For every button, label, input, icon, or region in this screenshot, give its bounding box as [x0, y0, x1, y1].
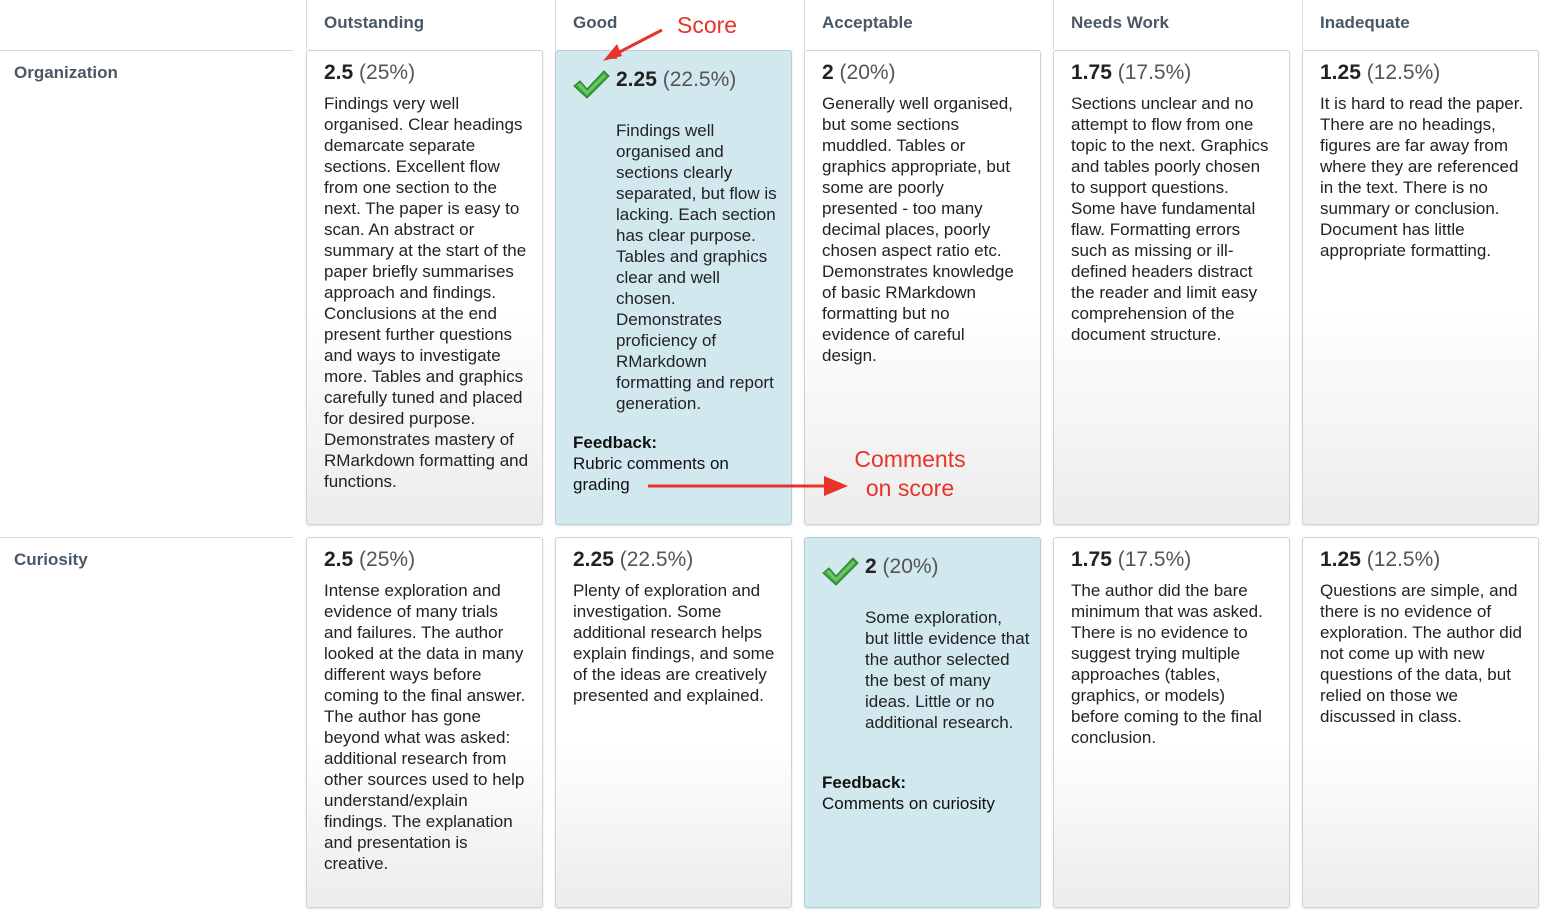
rating-percent: (22.5%) — [619, 548, 694, 571]
column-label: Good — [573, 13, 618, 32]
checkmark-icon — [573, 70, 610, 99]
rating-points: 2.25 — [616, 68, 657, 91]
rating-score: 2.5 (25%) — [324, 548, 415, 572]
column-label: Inadequate — [1320, 13, 1410, 32]
rating-points: 2.25 — [573, 548, 614, 571]
rating-score: 2 (20%) — [822, 61, 896, 85]
rating-percent: (25%) — [359, 61, 416, 84]
rating-points: 2 — [865, 555, 877, 578]
rating-percent: (12.5%) — [1366, 61, 1441, 84]
rating-points: 1.25 — [1320, 61, 1361, 84]
feedback-section: Feedback: Rubric comments on grading — [573, 432, 773, 495]
rating-points: 1.25 — [1320, 548, 1361, 571]
annotation-score: Score — [677, 12, 738, 38]
rating-points: 2 — [822, 61, 834, 84]
rating-score: 1.75 (17.5%) — [1071, 548, 1191, 572]
rating-cell-curiosity-outstanding[interactable]: 2.5 (25%) Intense exploration and eviden… — [306, 537, 543, 908]
column-label: Needs Work — [1071, 13, 1169, 32]
rating-description: The author did the bare minimum that was… — [1071, 581, 1263, 747]
rating-points: 1.75 — [1071, 548, 1112, 571]
rating-description: It is hard to read the paper. There are … — [1320, 94, 1524, 260]
rating-points: 1.75 — [1071, 61, 1112, 84]
rating-description: Intense exploration and evidence of many… — [324, 581, 526, 873]
rating-cell-organization-good[interactable]: 2.25 (22.5%) Findings well organised and… — [555, 50, 792, 525]
column-header-good: Good — [555, 0, 804, 50]
rating-description: Sections unclear and no attempt to flow … — [1071, 94, 1269, 344]
rating-percent: (20%) — [839, 61, 896, 84]
rating-cell-curiosity-needs-work[interactable]: 1.75 (17.5%) The author did the bare min… — [1053, 537, 1290, 908]
rating-description: Findings well organised and sections cle… — [616, 121, 777, 413]
rating-score: 1.25 (12.5%) — [1320, 61, 1440, 85]
feedback-text: Comments on curiosity — [822, 794, 995, 813]
rating-percent: (17.5%) — [1117, 548, 1192, 571]
rating-cell-organization-needs-work[interactable]: 1.75 (17.5%) Sections unclear and no att… — [1053, 50, 1290, 525]
rating-percent: (17.5%) — [1117, 61, 1192, 84]
column-header-needs-work: Needs Work — [1053, 0, 1302, 50]
rating-description: Plenty of exploration and investigation.… — [573, 581, 775, 705]
rating-score: 2.25 (22.5%) — [573, 548, 693, 572]
annotation-comments-line1: Comments — [854, 446, 966, 472]
column-label: Acceptable — [822, 13, 913, 32]
feedback-title: Feedback: — [822, 773, 907, 792]
rating-cell-organization-inadequate[interactable]: 1.25 (12.5%) It is hard to read the pape… — [1302, 50, 1539, 525]
rating-cell-curiosity-inadequate[interactable]: 1.25 (12.5%) Questions are simple, and t… — [1302, 537, 1539, 908]
rating-points: 2.5 — [324, 548, 354, 571]
rating-score: 2.25 (22.5%) — [616, 68, 736, 92]
annotation-comments: Comments on score — [846, 445, 974, 503]
rating-cell-organization-outstanding[interactable]: 2.5 (25%) Findings very well organised. … — [306, 50, 543, 525]
feedback-section: Feedback: Comments on curiosity — [822, 772, 1022, 814]
rating-description: Questions are simple, and there is no ev… — [1320, 581, 1522, 726]
row-label-curiosity: Curiosity — [14, 550, 88, 569]
rating-description: Findings very well organised. Clear head… — [324, 94, 529, 491]
rating-score: 1.75 (17.5%) — [1071, 61, 1191, 85]
checkmark-icon — [822, 557, 859, 586]
rating-percent: (20%) — [882, 555, 939, 578]
rating-cell-curiosity-good[interactable]: 2.25 (22.5%) Plenty of exploration and i… — [555, 537, 792, 908]
rating-percent: (25%) — [359, 548, 416, 571]
rating-score: 2 (20%) — [865, 555, 939, 579]
rating-score: 2.5 (25%) — [324, 61, 415, 85]
rating-score: 1.25 (12.5%) — [1320, 548, 1440, 572]
rating-points: 2.5 — [324, 61, 354, 84]
column-label: Outstanding — [324, 13, 425, 32]
annotation-comments-line2: on score — [865, 475, 955, 501]
column-header-inadequate: Inadequate — [1302, 0, 1551, 50]
row-label-organization: Organization — [14, 63, 118, 82]
rating-description: Generally well organised, but some secti… — [822, 94, 1014, 365]
row-divider — [0, 50, 293, 51]
rating-percent: (22.5%) — [662, 68, 737, 91]
column-header-outstanding: Outstanding — [306, 0, 555, 50]
rating-cell-curiosity-acceptable[interactable]: 2 (20%) Some exploration, but little evi… — [804, 537, 1041, 908]
rating-percent: (12.5%) — [1366, 548, 1441, 571]
feedback-text: Rubric comments on grading — [573, 454, 729, 494]
feedback-title: Feedback: — [573, 433, 658, 452]
rating-cell-organization-acceptable[interactable]: 2 (20%) Generally well organised, but so… — [804, 50, 1041, 525]
row-divider — [0, 537, 293, 538]
column-header-acceptable: Acceptable — [804, 0, 1053, 50]
rating-description: Some exploration, but little evidence th… — [865, 608, 1030, 732]
